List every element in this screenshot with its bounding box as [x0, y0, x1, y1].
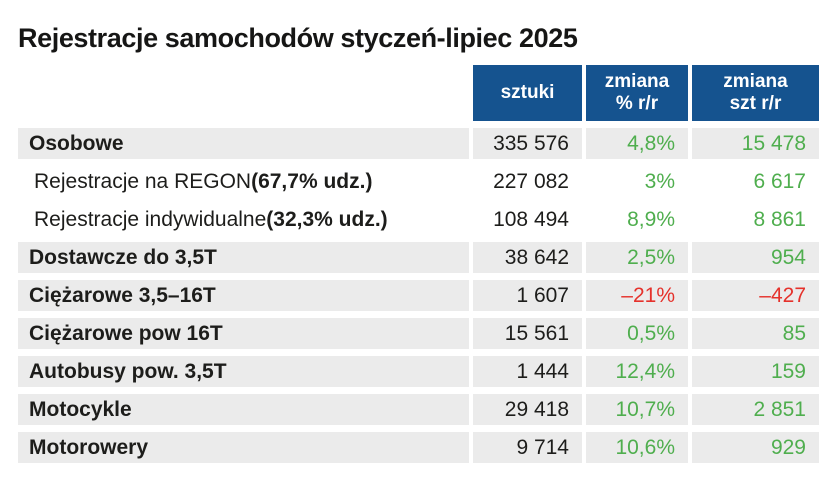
motocykle-sztuki: 29 418	[473, 394, 582, 425]
row-label-osobowe: Osobowe	[18, 128, 469, 159]
row-label-ciezarowe-pow-16t: Ciężarowe pow 16T	[18, 318, 469, 349]
autobusy-zmiana-szt: 159	[692, 356, 819, 387]
regon-zmiana-pct: 3%	[644, 169, 675, 193]
regon-label-share: (67,7% udz.)	[251, 169, 373, 193]
ciezarowe-3-5-16t-sztuki: 1 607	[473, 280, 582, 311]
page-title: Rejestracje samochodów styczeń-lipiec 20…	[18, 23, 578, 53]
row-label-regon: Rejestracje na REGON (67,7% udz.)	[18, 166, 469, 197]
header-spacer	[18, 65, 469, 121]
motorowery-zmiana-pct: 10,6%	[586, 432, 688, 463]
column-header-zmiana-szt: zmiana szt r/r	[692, 65, 819, 121]
indywidualne-sztuki: 108 494	[493, 207, 569, 231]
row-label-dostawcze: Dostawcze do 3,5T	[18, 242, 469, 273]
indywidualne-label-share: (32,3% udz.)	[266, 207, 388, 231]
motorowery-sztuki: 9 714	[473, 432, 582, 463]
ciezarowe-pow-16t-sztuki: 15 561	[473, 318, 582, 349]
dostawcze-zmiana-szt: 954	[692, 242, 819, 273]
ciezarowe-3-5-16t-zmiana-szt: –427	[692, 280, 819, 311]
registrations-table: sztuki zmiana % r/r zmiana szt r/r Osobo…	[18, 65, 819, 463]
motocykle-zmiana-szt: 2 851	[692, 394, 819, 425]
indywidualne-zmiana-szt: 8 861	[753, 207, 806, 231]
ciezarowe-pow-16t-zmiana-pct: 0,5%	[586, 318, 688, 349]
ciezarowe-pow-16t-zmiana-szt: 85	[692, 318, 819, 349]
column-header-sztuki: sztuki	[473, 65, 582, 121]
row-label-autobusy: Autobusy pow. 3,5T	[18, 356, 469, 387]
motorowery-zmiana-szt: 929	[692, 432, 819, 463]
row-label-indywidualne: Rejestracje indywidualne (32,3% udz.)	[18, 204, 469, 235]
indywidualne-label-text: Rejestracje indywidualne	[34, 207, 267, 231]
autobusy-sztuki: 1 444	[473, 356, 582, 387]
autobusy-zmiana-pct: 12,4%	[586, 356, 688, 387]
osobowe-sztuki: 335 576	[473, 128, 582, 159]
regon-sztuki: 227 082	[493, 169, 569, 193]
regon-label-text: Rejestracje na REGON	[34, 169, 252, 193]
dostawcze-sztuki: 38 642	[473, 242, 582, 273]
row-label-ciezarowe-3-5-16t: Ciężarowe 3,5–16T	[18, 280, 469, 311]
osobowe-zmiana-szt: 15 478	[692, 128, 819, 159]
regon-zmiana-szt: 6 617	[753, 169, 806, 193]
row-label-motocykle: Motocykle	[18, 394, 469, 425]
osobowe-zmiana-pct: 4,8%	[586, 128, 688, 159]
ciezarowe-3-5-16t-zmiana-pct: –21%	[586, 280, 688, 311]
motocykle-zmiana-pct: 10,7%	[586, 394, 688, 425]
column-header-zmiana-pct: zmiana % r/r	[586, 65, 688, 121]
row-label-motorowery: Motorowery	[18, 432, 469, 463]
dostawcze-zmiana-pct: 2,5%	[586, 242, 688, 273]
indywidualne-zmiana-pct: 8,9%	[627, 207, 675, 231]
